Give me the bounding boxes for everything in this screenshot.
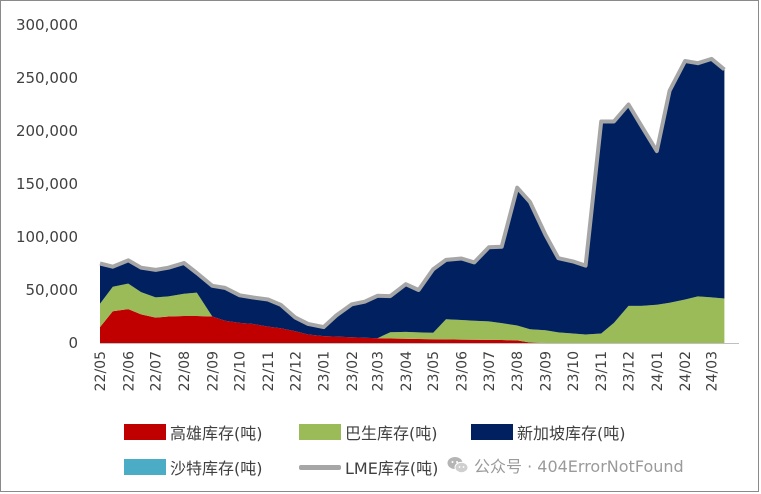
- x-tick-label: 23/07: [482, 351, 498, 391]
- legend-item-port-klang: 巴生库存(吨): [299, 420, 438, 444]
- legend-item-saudi: 沙特库存(吨): [124, 455, 263, 479]
- area-series-0: [100, 309, 725, 343]
- x-tick-label: 23/02: [345, 351, 361, 391]
- stacked-areas: [100, 58, 725, 343]
- legend-swatch-port-klang: [299, 424, 341, 440]
- x-tick-label: 24/02: [678, 351, 694, 391]
- watermark-text: 公众号 · 404ErrorNotFound: [474, 457, 684, 476]
- y-tick-label: 100,000: [16, 228, 78, 246]
- x-tick-label: 24/03: [705, 351, 721, 391]
- legend-swatch-lme: [299, 464, 341, 470]
- x-tick-label: 23/11: [594, 351, 610, 391]
- x-tick-label: 22/10: [233, 351, 249, 391]
- x-tick-label: 22/08: [177, 351, 193, 391]
- y-tick-label: 0: [68, 334, 78, 352]
- x-tick-label: 22/09: [205, 351, 221, 391]
- legend-swatch-saudi: [124, 459, 166, 475]
- x-tick-label: 23/01: [317, 351, 333, 391]
- x-tick-label: 23/04: [399, 351, 415, 391]
- legend-label-singapore: 新加坡库存(吨): [517, 424, 626, 443]
- y-tick-label: 300,000: [16, 16, 78, 34]
- watermark: 公众号 · 404ErrorNotFound: [447, 453, 684, 477]
- x-tick-label: 22/07: [149, 351, 165, 391]
- x-tick-label: 22/06: [121, 351, 137, 391]
- lme-line: [99, 56, 726, 330]
- y-tick-label: 50,000: [26, 281, 79, 299]
- x-tick-label: 23/05: [426, 351, 442, 391]
- x-axis-tick-labels: 22/05 22/06 22/07 22/08 22/09 22/10 22/11 22/12…: [93, 351, 721, 391]
- x-tick-label: 23/10: [566, 351, 582, 391]
- legend-label-port-klang: 巴生库存(吨): [345, 424, 438, 443]
- legend-swatch-singapore: [471, 424, 513, 440]
- legend-label-lme: LME库存(吨): [345, 459, 439, 478]
- x-tick-label: 23/09: [538, 351, 554, 391]
- area-series-1: [100, 283, 725, 343]
- area-series-2: [100, 58, 725, 339]
- x-tick-label: 23/06: [454, 351, 470, 391]
- x-tick-label: 23/12: [622, 351, 638, 391]
- y-tick-label: 250,000: [16, 69, 78, 87]
- legend-item-kaohsiung: 高雄库存(吨): [124, 420, 263, 444]
- legend-label-kaohsiung: 高雄库存(吨): [170, 424, 263, 443]
- y-tick-label: 150,000: [16, 175, 78, 193]
- legend-item-singapore: 新加坡库存(吨): [471, 420, 626, 444]
- x-tick-label: 23/08: [510, 351, 526, 391]
- x-tick-label: 22/05: [93, 351, 109, 391]
- y-tick-label: 200,000: [16, 122, 78, 140]
- x-tick-label: 22/12: [288, 351, 304, 391]
- wechat-icon: [447, 457, 469, 474]
- x-tick-label: 24/01: [650, 351, 666, 391]
- legend-swatch-kaohsiung: [124, 424, 166, 440]
- x-tick-label: 22/11: [261, 351, 277, 391]
- legend-label-saudi: 沙特库存(吨): [170, 459, 263, 478]
- lme-series-line: [99, 56, 726, 330]
- x-tick-label: 23/03: [371, 351, 387, 391]
- legend-item-lme: LME库存(吨): [299, 455, 438, 479]
- y-axis-tick-labels: 0 50,000 100,000 150,000 200,000 250,000 300,0…: [16, 16, 78, 352]
